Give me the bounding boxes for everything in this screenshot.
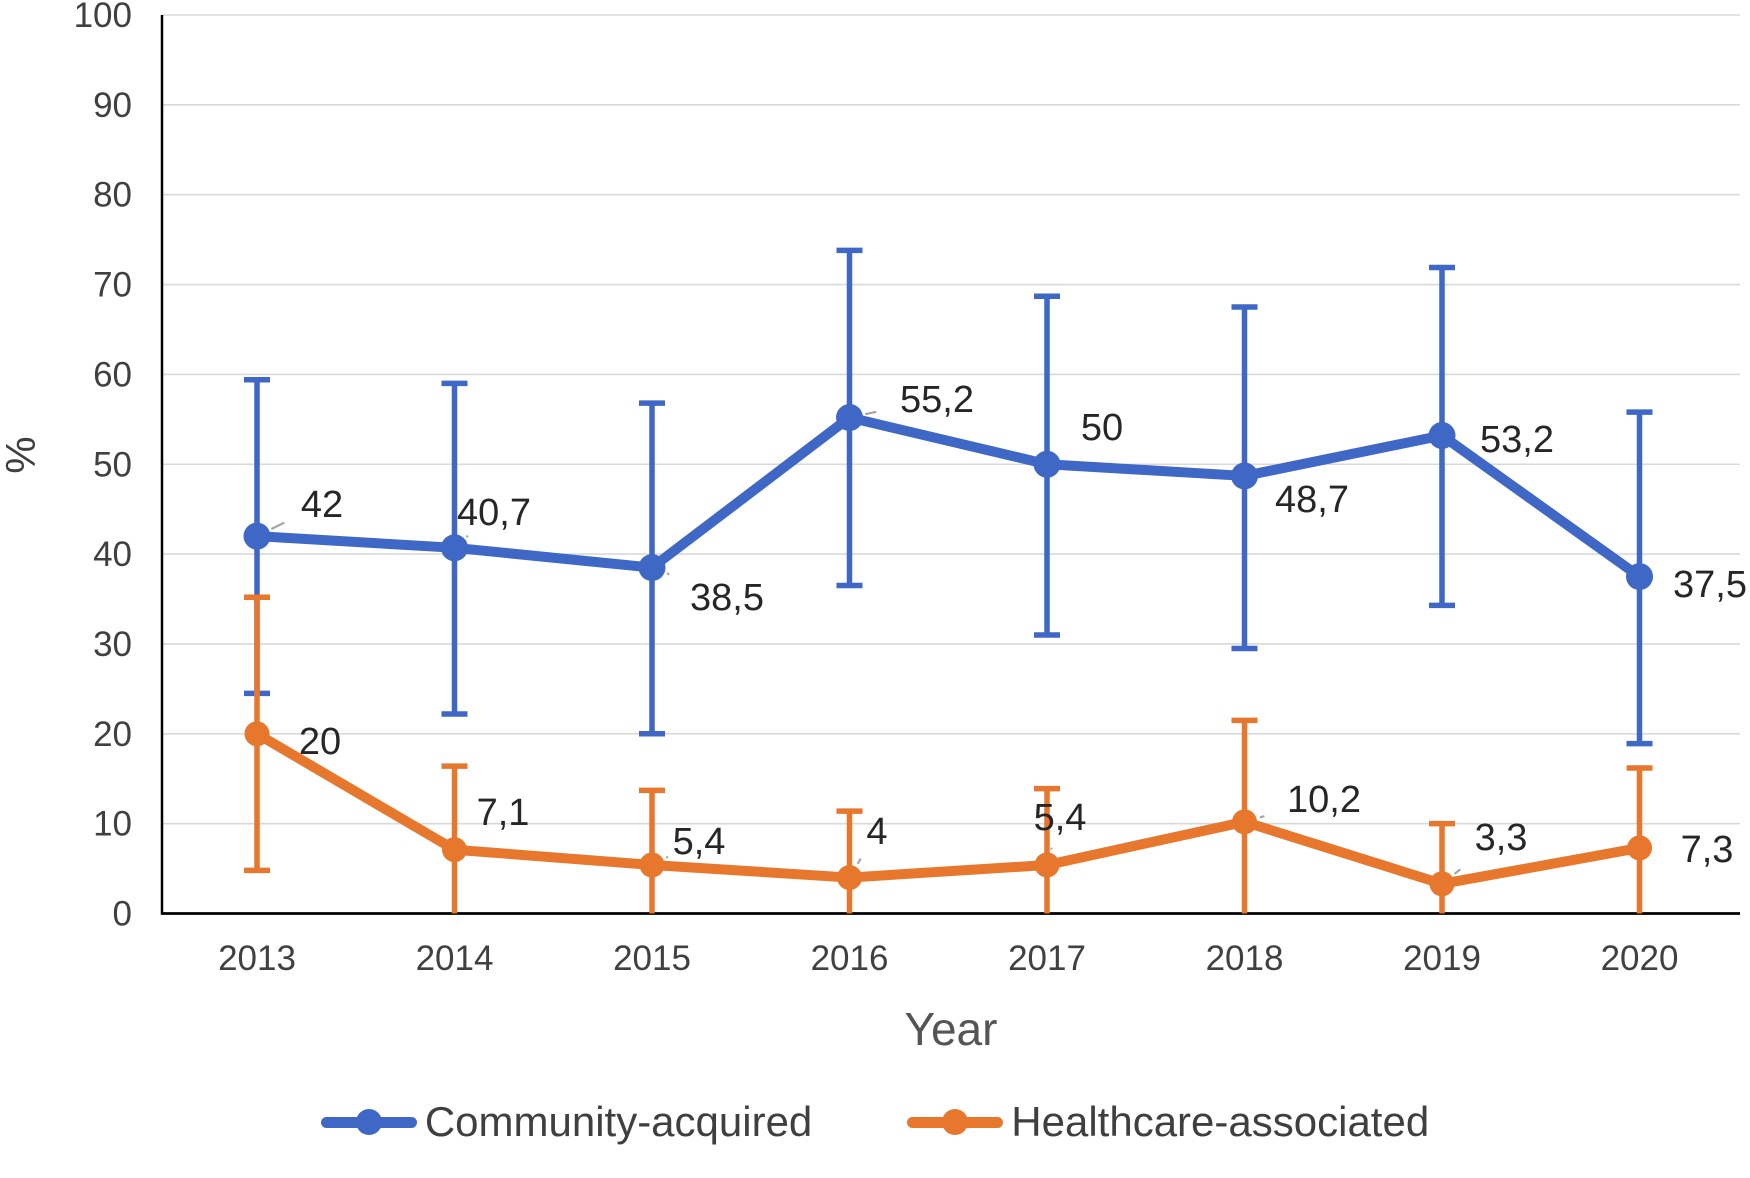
- data-label: 55,2: [900, 379, 974, 421]
- label-leader-line: [666, 572, 670, 576]
- data-point-marker: [1033, 450, 1061, 478]
- data-point-marker: [1034, 852, 1060, 878]
- series-community-acquired: [243, 247, 1653, 747]
- y-tick-label: 20: [93, 715, 132, 754]
- data-label: 7,3: [1681, 829, 1734, 871]
- y-tick-label: 100: [74, 0, 132, 35]
- line-marker-icon: [907, 1109, 1004, 1135]
- legend-item-healthcare-associated: Healthcare-associated: [907, 1098, 1429, 1146]
- x-tick-label: 2016: [811, 939, 889, 978]
- data-label: 40,7: [457, 492, 531, 534]
- label-leader-line: [1050, 847, 1053, 850]
- legend-label: Healthcare-associated: [1011, 1098, 1430, 1145]
- series-line: [252, 728, 1645, 889]
- data-label: 53,2: [1480, 419, 1554, 461]
- y-tick-labels: 0 10 20 30 40 50 60 70 80 90 100: [74, 0, 132, 934]
- data-point-marker: [836, 404, 863, 432]
- data-point-marker: [1627, 835, 1652, 861]
- data-point-marker: [837, 865, 862, 891]
- x-axis-title: Year: [904, 1003, 998, 1055]
- label-leader-line: [270, 521, 285, 531]
- y-tick-label: 50: [93, 445, 132, 484]
- data-point-marker: [1626, 563, 1653, 591]
- data-label: 5,4: [673, 821, 726, 863]
- axes: [160, 15, 1740, 915]
- data-point-marker: [1429, 871, 1455, 897]
- series-line: [252, 412, 1645, 582]
- data-point-marker: [1428, 421, 1456, 449]
- y-axis-title: %: [0, 436, 44, 474]
- y-tick-label: 70: [93, 266, 132, 305]
- gridlines: [162, 14, 1740, 825]
- y-tick-label: 30: [93, 625, 132, 664]
- x-tick-label: 2020: [1601, 939, 1679, 978]
- y-tick-label: 10: [93, 805, 132, 844]
- y-tick-label: 80: [93, 176, 132, 215]
- data-label: 5,4: [1034, 797, 1087, 839]
- x-tick-label: 2017: [1008, 939, 1086, 978]
- data-label: 38,5: [690, 577, 764, 619]
- data-label: 48,7: [1275, 479, 1349, 521]
- x-tick-label: 2019: [1403, 939, 1481, 978]
- data-label: 7,1: [477, 792, 530, 834]
- data-point-marker: [639, 852, 665, 878]
- data-labels: 20 7,1 5,4 4 5,4 10,2 3,3 7,3: [299, 721, 1734, 875]
- y-tick-label: 90: [93, 86, 132, 125]
- data-point-marker: [441, 534, 468, 562]
- chart-legend: Community-acquired Healthcare-associated: [0, 1098, 1750, 1146]
- legend-label: Community-acquired: [424, 1098, 813, 1145]
- x-tick-label: 2014: [416, 939, 494, 978]
- data-label: 3,3: [1475, 817, 1528, 859]
- x-tick-labels: 2013 2014 2015 2016 2017 2018 2019 2020: [218, 939, 1678, 978]
- data-point-marker: [244, 721, 270, 747]
- x-tick-label: 2015: [613, 939, 691, 978]
- y-tick-label: 0: [113, 895, 132, 934]
- data-label: 10,2: [1287, 779, 1361, 821]
- label-leader-line: [1453, 868, 1461, 875]
- data-point-marker: [638, 554, 666, 582]
- y-tick-label: 40: [93, 535, 132, 574]
- data-point-marker: [1231, 462, 1258, 490]
- y-tick-label: 60: [93, 355, 132, 394]
- x-tick-label: 2013: [218, 939, 296, 978]
- label-leader-line: [864, 410, 877, 416]
- data-point-marker: [243, 522, 271, 550]
- data-labels: 42 40,7 38,5 55,2 50 48,7 53,2 37,5: [270, 379, 1747, 619]
- legend-item-community-acquired: Community-acquired: [320, 1098, 813, 1146]
- series-healthcare-associated: [244, 594, 1653, 914]
- data-point-marker: [1232, 809, 1257, 835]
- line-marker-icon: [320, 1109, 417, 1135]
- data-label: 50: [1081, 407, 1123, 449]
- label-leader-line: [856, 857, 862, 865]
- data-point-marker: [442, 837, 467, 863]
- data-label: 37,5: [1673, 564, 1747, 606]
- data-label: 42: [301, 484, 343, 526]
- data-label: 20: [299, 721, 341, 763]
- label-leader-line: [465, 534, 469, 538]
- label-leader-line: [665, 855, 669, 859]
- label-leader-line: [1259, 815, 1265, 819]
- data-label: 4: [866, 811, 887, 853]
- x-tick-label: 2018: [1206, 939, 1284, 978]
